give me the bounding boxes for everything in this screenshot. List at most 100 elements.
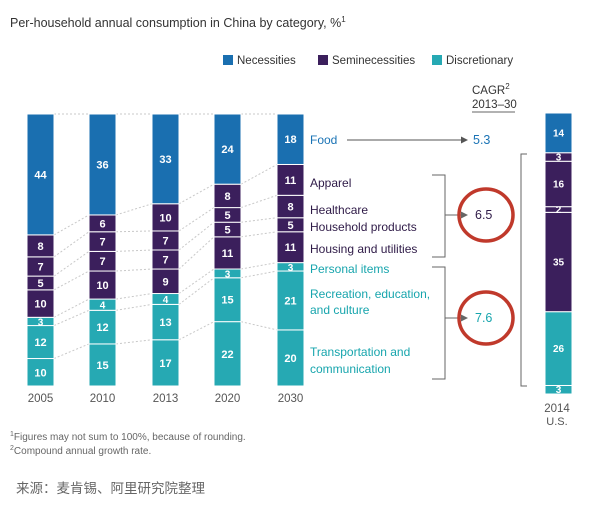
bar-2013-transportation-and-communication — [151, 339, 180, 387]
bar-value-2030-housing-and-utilities: 11 — [285, 242, 297, 254]
connector-2005-transportation-and-communication — [53, 343, 90, 359]
us-bar-value-3: 2 — [556, 205, 562, 216]
us-bar-value-5: 3 — [556, 152, 562, 163]
chart-title-text: Per-household annual consumption in Chin… — [10, 16, 341, 30]
bar-value-2005-apparel: 8 — [37, 241, 43, 253]
connector-2013-transportation-and-communication — [178, 321, 215, 341]
bar-value-2005-housing-and-utilities: 10 — [34, 299, 46, 311]
connector-2005-personal-items — [53, 298, 90, 318]
connector-2010-household-products — [115, 249, 153, 252]
connector-2010-apparel — [115, 203, 153, 216]
cagr-heading-text: CAGR — [472, 85, 505, 97]
stacked-bars: 1012310578441512410776361713497710332215… — [26, 113, 305, 387]
category-label-transport-line1: Transportation and — [310, 345, 410, 359]
bar-2005-recreation-education-and-culture — [26, 325, 55, 360]
chart-title-sup: 1 — [341, 15, 346, 24]
bar-2013-recreation-education-and-culture — [151, 303, 180, 341]
highlight-circle-seminecessities — [457, 187, 515, 243]
footnote-1-text: Figures may not sum to 100%, because of … — [14, 432, 246, 443]
connector-2020-household-products — [240, 217, 278, 223]
us-bar-segment-4 — [544, 160, 573, 208]
category-label-personal-items: Personal items — [310, 262, 389, 276]
legend-swatch-discretionary — [432, 55, 442, 65]
segment-connectors — [53, 113, 278, 359]
bar-2005-food — [26, 113, 55, 236]
bar-value-2013-healthcare: 7 — [162, 235, 168, 247]
bar-value-2030-recreation-education-and-culture: 21 — [284, 295, 296, 307]
connector-2013-healthcare — [178, 207, 215, 232]
us-bar-segment-1 — [544, 311, 573, 386]
bar-value-2020-housing-and-utilities: 11 — [222, 248, 234, 260]
category-label-apparel: Apparel — [310, 176, 351, 190]
bar-2010-food — [88, 113, 117, 216]
connector-2005-housing-and-utilities — [53, 270, 90, 291]
connector-2013-recreation-education-and-culture — [178, 277, 215, 305]
connector-2013-personal-items — [178, 268, 215, 294]
us-bar-value-0: 3 — [556, 385, 562, 396]
bar-2030-apparel — [276, 163, 305, 196]
food-arrow — [347, 136, 468, 144]
connector-2020-healthcare — [240, 194, 278, 209]
connector-2020-housing-and-utilities — [240, 231, 278, 238]
connector-2005-recreation-education-and-culture — [53, 309, 90, 327]
bar-2030-transportation-and-communication — [276, 329, 305, 387]
connector-2005-healthcare — [53, 231, 90, 258]
bar-2030-recreation-education-and-culture — [276, 270, 305, 331]
legend-label-discretionary: Discretionary — [446, 55, 513, 67]
bar-value-2010-housing-and-utilities: 10 — [96, 280, 108, 292]
connector-2013-housing-and-utilities — [178, 236, 215, 270]
bar-value-2013-personal-items: 4 — [163, 295, 169, 306]
bar-value-2030-apparel: 11 — [285, 175, 297, 187]
bar-value-2010-household-products: 7 — [99, 256, 105, 268]
connector-2010-recreation-education-and-culture — [115, 303, 153, 311]
bar-value-2020-healthcare: 5 — [224, 210, 230, 222]
bar-value-2010-recreation-education-and-culture: 12 — [96, 322, 108, 334]
connector-2020-personal-items — [240, 262, 278, 270]
bar-value-2020-recreation-education-and-culture: 15 — [221, 295, 233, 307]
category-label-healthcare: Healthcare — [310, 203, 368, 217]
bar-value-2030-healthcare: 8 — [287, 202, 293, 214]
connector-2020-apparel — [240, 164, 278, 185]
bar-value-2013-household-products: 7 — [162, 255, 168, 267]
bar-value-2013-food: 33 — [159, 154, 171, 166]
connector-2010-transportation-and-communication — [115, 339, 153, 345]
bar-2030-food — [276, 113, 305, 165]
cagr-header: CAGR2 2013–30 — [472, 82, 517, 113]
connector-2010-housing-and-utilities — [115, 268, 153, 272]
cagr-value-discretionary: 7.6 — [475, 311, 492, 325]
cagr-value-seminecessities: 6.5 — [475, 208, 492, 222]
source-text: 来源：麦肯锡、阿里研究院整理 — [16, 481, 205, 496]
connector-2010-personal-items — [115, 293, 153, 300]
bar-2030-housing-and-utilities — [276, 231, 305, 264]
bar-value-2010-healthcare: 7 — [99, 237, 105, 249]
bar-value-2020-food: 24 — [221, 144, 234, 156]
category-label-recreation-line2: and culture — [310, 303, 370, 317]
legend-swatch-necessities — [223, 55, 233, 65]
year-label-2005: 2005 — [28, 393, 54, 405]
cagr-heading: CAGR2 — [472, 82, 510, 97]
footnotes: 1Figures may not sum to 100%, because of… — [10, 431, 246, 457]
footnote-2: 2Compound annual growth rate. — [10, 445, 151, 457]
legend-label-seminecessities: Seminecessities — [332, 55, 415, 67]
us-bar-segment-6 — [544, 112, 573, 154]
category-labels: Food Apparel Healthcare Household produc… — [310, 133, 430, 376]
bar-value-2010-transportation-and-communication: 15 — [96, 360, 108, 372]
bar-value-2005-healthcare: 7 — [37, 261, 43, 273]
bar-2020-food — [213, 113, 242, 185]
category-label-household-products: Household products — [310, 220, 417, 234]
footnote-2-text: Compound annual growth rate. — [14, 446, 151, 457]
category-label-recreation-line1: Recreation, education, — [310, 287, 430, 301]
us-year-label: 2014 — [544, 403, 570, 415]
bar-value-2005-personal-items: 3 — [38, 317, 44, 328]
us-bar-segment-2 — [544, 211, 573, 313]
bar-value-2005-household-products: 5 — [37, 278, 43, 290]
chart-title: Per-household annual consumption in Chin… — [10, 15, 346, 30]
footnote-1: 1Figures may not sum to 100%, because of… — [10, 431, 246, 443]
bar-value-2010-apparel: 6 — [99, 218, 105, 230]
category-label-housing-utilities: Housing and utilities — [310, 242, 417, 256]
legend-label-necessities: Necessities — [237, 55, 296, 67]
bar-value-2013-recreation-education-and-culture: 13 — [159, 317, 171, 329]
bar-value-2013-apparel: 10 — [159, 212, 171, 224]
year-label-2013: 2013 — [153, 393, 179, 405]
connector-2013-household-products — [178, 221, 215, 251]
